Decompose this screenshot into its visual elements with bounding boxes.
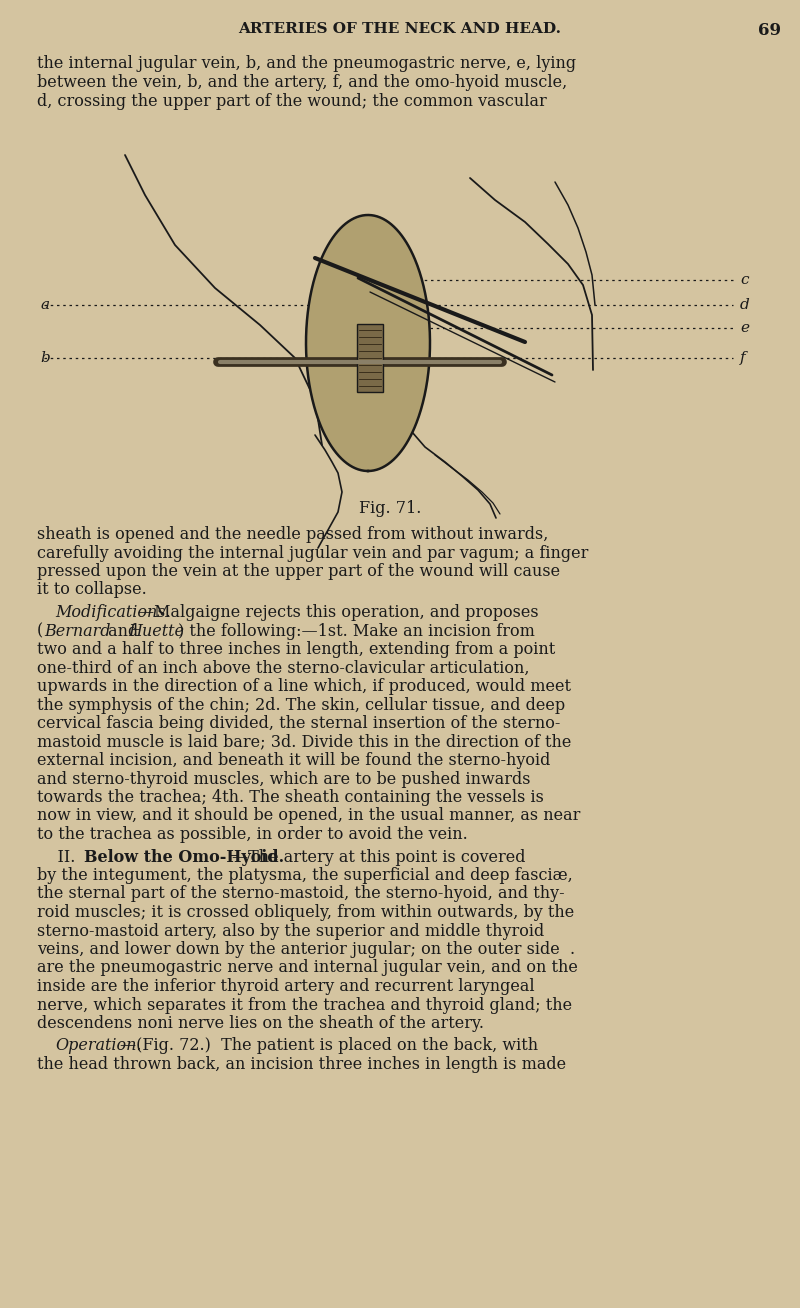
Text: the sternal part of the sterno-mastoid, the sterno-hyoid, and thy-: the sternal part of the sterno-mastoid, … <box>37 886 565 903</box>
Text: d: d <box>740 298 750 313</box>
Text: between the vein, b, and the artery, f, and the omo-hyoid muscle,: between the vein, b, and the artery, f, … <box>37 75 567 92</box>
Text: pressed upon the vein at the upper part of the wound will cause: pressed upon the vein at the upper part … <box>37 562 560 579</box>
Text: and sterno-thyroid muscles, which are to be pushed inwards: and sterno-thyroid muscles, which are to… <box>37 770 530 787</box>
Text: c: c <box>740 273 749 286</box>
Text: Modifications.: Modifications. <box>55 604 170 621</box>
Text: ARTERIES OF THE NECK AND HEAD.: ARTERIES OF THE NECK AND HEAD. <box>238 22 562 37</box>
Text: the head thrown back, an incision three inches in length is made: the head thrown back, an incision three … <box>37 1056 566 1073</box>
Text: sterno-mastoid artery, also by the superior and middle thyroid: sterno-mastoid artery, also by the super… <box>37 922 544 939</box>
Text: b: b <box>40 351 50 365</box>
Polygon shape <box>306 215 430 471</box>
Text: external incision, and beneath it will be found the sterno-hyoid: external incision, and beneath it will b… <box>37 752 550 769</box>
Text: 69: 69 <box>758 22 781 39</box>
Text: to the trachea as possible, in order to avoid the vein.: to the trachea as possible, in order to … <box>37 825 468 842</box>
Text: —(Fig. 72.)  The patient is placed on the back, with: —(Fig. 72.) The patient is placed on the… <box>120 1037 538 1054</box>
Text: now in view, and it should be opened, in the usual manner, as near: now in view, and it should be opened, in… <box>37 807 580 824</box>
Text: Fig. 71.: Fig. 71. <box>359 500 421 517</box>
Text: by the integument, the platysma, the superficial and deep fasciæ,: by the integument, the platysma, the sup… <box>37 867 573 884</box>
Text: descendens noni nerve lies on the sheath of the artery.: descendens noni nerve lies on the sheath… <box>37 1015 484 1032</box>
Text: it to collapse.: it to collapse. <box>37 582 146 599</box>
Text: inside are the inferior thyroid artery and recurrent laryngeal: inside are the inferior thyroid artery a… <box>37 978 534 995</box>
Text: nerve, which separates it from the trachea and thyroid gland; the: nerve, which separates it from the trach… <box>37 997 572 1014</box>
Text: mastoid muscle is laid bare; 3d. Divide this in the direction of the: mastoid muscle is laid bare; 3d. Divide … <box>37 734 571 751</box>
Text: d, crossing the upper part of the wound; the common vascular: d, crossing the upper part of the wound;… <box>37 93 546 110</box>
Text: roid muscles; it is crossed obliquely, from within outwards, by the: roid muscles; it is crossed obliquely, f… <box>37 904 574 921</box>
Polygon shape <box>357 324 383 392</box>
Text: are the pneumogastric nerve and internal jugular vein, and on the: are the pneumogastric nerve and internal… <box>37 960 578 977</box>
Text: Bernard: Bernard <box>44 623 110 640</box>
Text: —Malgaigne rejects this operation, and proposes: —Malgaigne rejects this operation, and p… <box>138 604 538 621</box>
Text: upwards in the direction of a line which, if produced, would meet: upwards in the direction of a line which… <box>37 678 571 695</box>
Text: Below the Omo-Hyoid.: Below the Omo-Hyoid. <box>84 849 284 866</box>
Text: f: f <box>740 351 746 365</box>
Text: Huette: Huette <box>128 623 184 640</box>
Text: and: and <box>103 623 143 640</box>
Text: veins, and lower down by the anterior jugular; on the outer side  .: veins, and lower down by the anterior ju… <box>37 940 575 957</box>
Text: ) the following:—1st. Make an incision from: ) the following:—1st. Make an incision f… <box>178 623 535 640</box>
Text: two and a half to three inches in length, extending from a point: two and a half to three inches in length… <box>37 641 555 658</box>
Text: towards the trachea; 4th. The sheath containing the vessels is: towards the trachea; 4th. The sheath con… <box>37 789 544 806</box>
Text: Operation.: Operation. <box>55 1037 142 1054</box>
Text: cervical fascia being divided, the sternal insertion of the sterno-: cervical fascia being divided, the stern… <box>37 715 560 732</box>
Text: e: e <box>740 320 749 335</box>
Text: a: a <box>41 298 50 313</box>
Text: the internal jugular vein, b, and the pneumogastric nerve, e, lying: the internal jugular vein, b, and the pn… <box>37 55 576 72</box>
Text: one-third of an inch above the sterno-clavicular articulation,: one-third of an inch above the sterno-cl… <box>37 659 530 676</box>
Text: sheath is opened and the needle passed from without inwards,: sheath is opened and the needle passed f… <box>37 526 548 543</box>
Text: (: ( <box>37 623 43 640</box>
Text: II.: II. <box>37 849 81 866</box>
Text: —The artery at this point is covered: —The artery at this point is covered <box>232 849 526 866</box>
Text: carefully avoiding the internal jugular vein and par vagum; a finger: carefully avoiding the internal jugular … <box>37 544 588 561</box>
Text: the symphysis of the chin; 2d. The skin, cellular tissue, and deep: the symphysis of the chin; 2d. The skin,… <box>37 696 565 713</box>
